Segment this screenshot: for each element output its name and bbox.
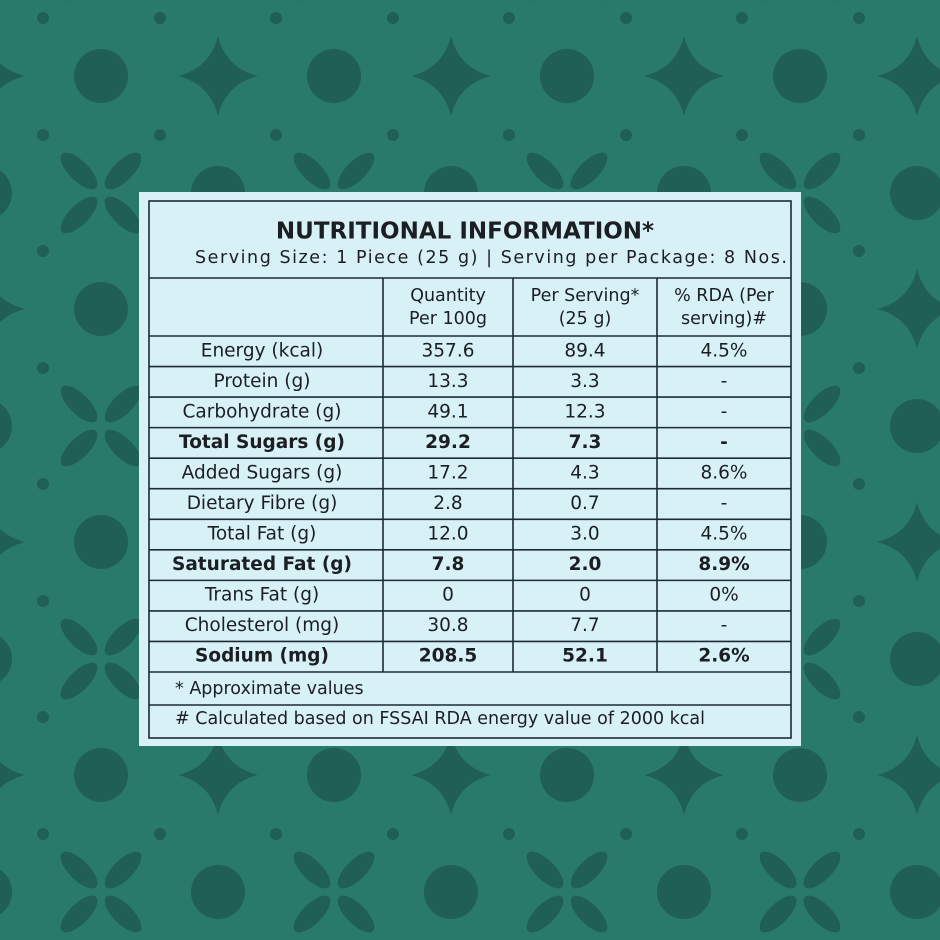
footnote: # Calculated based on FSSAI RDA energy v… [175,709,705,729]
cell: Added Sugars (g) [182,462,343,483]
cell: Protein (g) [214,371,311,392]
cell: 8.9% [698,554,749,575]
cell: 29.2 [425,432,471,453]
cell: 2.6% [698,646,749,667]
cell: Carbohydrate (g) [183,401,342,422]
panel [139,192,801,746]
cell: - [721,401,728,422]
title: NUTRITIONAL INFORMATION* [276,219,654,245]
header-text: Per 100g [409,309,487,329]
header-text: (25 g) [559,309,612,329]
cell: 3.0 [570,524,599,545]
cell: 17.2 [427,462,468,483]
cell: Total Fat (g) [207,524,317,545]
cell: 7.7 [570,615,599,636]
cell: 52.1 [562,646,608,667]
table-border [148,200,792,739]
footnote: * Approximate values [175,679,364,699]
cell: 2.8 [433,493,462,514]
cell: Dietary Fibre (g) [187,493,338,514]
cell: 12.0 [427,524,468,545]
cell: 208.5 [419,646,478,667]
cell: - [721,371,728,392]
cell: Total Sugars (g) [179,432,345,453]
header-text: Quantity [410,286,486,306]
header-text: serving)# [681,309,767,329]
cell: 30.8 [427,615,468,636]
cell: 12.3 [564,401,605,422]
cell: 0% [709,585,738,606]
cell: 0.7 [570,493,599,514]
cell: 8.6% [701,462,748,483]
cell: 13.3 [427,371,468,392]
cell: - [721,493,728,514]
subtitle: Serving Size: 1 Piece (25 g) | Serving p… [195,248,787,268]
cell: Saturated Fat (g) [172,554,352,575]
cell: - [721,615,728,636]
cell: 4.5% [701,340,748,361]
cell: 4.5% [701,524,748,545]
cell: 7.8 [432,554,465,575]
cell: 3.3 [570,371,599,392]
cell: Cholesterol (mg) [185,615,340,636]
cell: 0 [442,585,454,606]
cell: Sodium (mg) [195,646,329,667]
header-text: Per Serving* [531,286,640,306]
cell: 89.4 [564,340,605,361]
cell: 4.3 [570,462,599,483]
cell: 2.0 [569,554,602,575]
cell: - [720,432,728,453]
cell: 357.6 [422,340,475,361]
cell: Trans Fat (g) [204,585,319,606]
table: Quantity Per 100g Per Serving* (25 g) % RDA … [149,277,791,729]
cell: 7.3 [569,432,602,453]
cell: Energy (kcal) [201,340,323,361]
header-text: % RDA (Per [674,286,775,306]
cell: 0 [579,585,591,606]
cell: 49.1 [427,401,468,422]
